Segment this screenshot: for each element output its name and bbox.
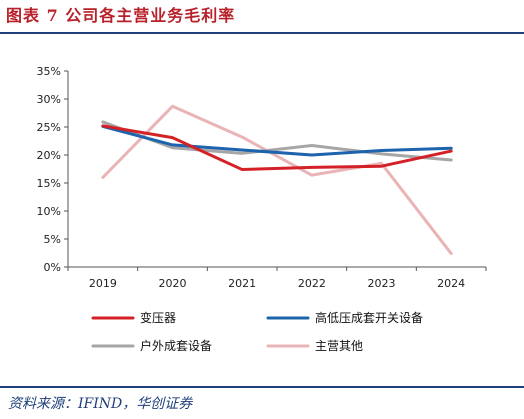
series-line (101, 120, 453, 162)
source-note: 资料来源：IFIND，华创证券 (8, 396, 193, 412)
y-tick-label: 20% (37, 149, 61, 162)
y-tick-label: 30% (37, 93, 61, 106)
x-tick-label: 2019 (89, 277, 117, 290)
legend-label: 高低压成套开关设备 (315, 310, 423, 325)
legend-label: 户外成套设备 (140, 338, 212, 353)
line-chart: 0% 5% 10% 15% 20% 25% 30% 35% 2019 2020 2021 2022 20… (37, 65, 487, 353)
x-tick-label: 2023 (368, 277, 396, 290)
title-divider (0, 32, 524, 34)
chart-axes: 0% 5% 10% 15% 20% 25% 30% 35% 2019 2020 2021 2022 20… (37, 65, 487, 290)
y-tick-label: 5% (44, 233, 61, 246)
y-tick-label: 0% (44, 261, 61, 274)
series-line (101, 124, 453, 157)
x-tick-label: 2020 (159, 277, 187, 290)
x-tick-label: 2024 (437, 277, 465, 290)
y-tick-label: 10% (37, 205, 61, 218)
x-tick-label: 2021 (228, 277, 256, 290)
chart-title: 图表 7 公司各主营业务毛利率 (6, 6, 236, 25)
legend-label: 主营其他 (315, 339, 363, 353)
y-tick-label: 25% (37, 121, 61, 134)
y-tick-label: 35% (37, 65, 61, 78)
x-tick-label: 2022 (298, 277, 326, 290)
footer-divider (0, 386, 524, 388)
chart-series (101, 104, 453, 256)
legend-label: 变压器 (140, 310, 176, 325)
series-line (101, 104, 453, 256)
series-line (101, 124, 453, 172)
y-tick-label: 15% (37, 177, 61, 190)
